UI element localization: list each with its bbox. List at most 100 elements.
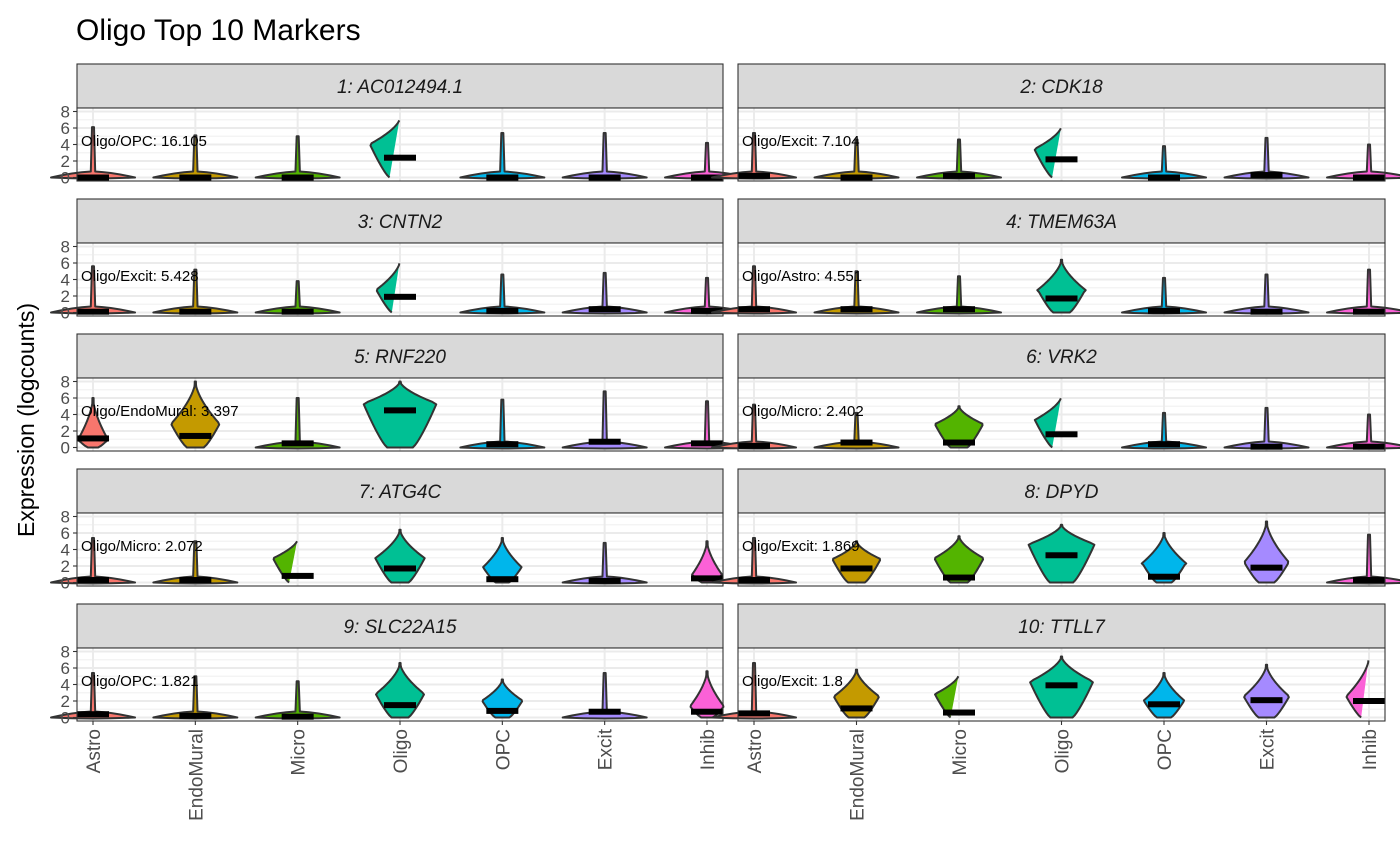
facet-strip xyxy=(737,603,1386,649)
median-marker xyxy=(77,435,109,442)
median-marker xyxy=(179,308,212,315)
median-marker xyxy=(281,572,314,579)
y-tick-label: 8 xyxy=(61,238,70,257)
median-marker xyxy=(179,577,212,584)
facet-strip-label: 9: SLC22A15 xyxy=(343,617,456,638)
chart-title: Oligo Top 10 Markers xyxy=(76,14,361,47)
median-marker xyxy=(738,442,770,449)
violin-oligo xyxy=(362,380,438,449)
y-tick-label: 6 xyxy=(61,524,70,543)
panel-border xyxy=(737,377,1386,452)
y-tick-label: 4 xyxy=(61,271,70,290)
median-marker xyxy=(588,577,621,584)
ratio-annotation: Oligo/OPC: 1.821 xyxy=(81,673,199,690)
median-marker xyxy=(384,154,416,161)
median-marker xyxy=(1353,698,1385,704)
median-marker xyxy=(1045,156,1078,163)
median-marker xyxy=(943,439,975,446)
median-marker xyxy=(1353,577,1385,584)
median-marker xyxy=(588,174,621,181)
median-marker xyxy=(943,306,975,313)
violin-excit xyxy=(1223,136,1310,180)
facet-strip-label: 3: CNTN2 xyxy=(358,212,443,233)
violin-micro xyxy=(254,397,341,450)
facet-strip xyxy=(737,198,1386,244)
ratio-annotation: Oligo/Micro: 2.402 xyxy=(742,403,864,420)
facet-strip-label: 2: CDK18 xyxy=(1019,77,1103,98)
facet-strip-label: 7: ATG4C xyxy=(359,482,442,503)
median-marker xyxy=(691,307,723,314)
median-marker xyxy=(1148,174,1180,181)
violin-endomural xyxy=(813,270,900,315)
median-marker xyxy=(77,174,109,181)
median-marker xyxy=(486,307,519,314)
facet-panel: 10: TTLL7 Oligo/Excit: 1.8 xyxy=(711,603,1386,722)
x-tick-label: Inhib xyxy=(1360,729,1381,770)
x-axes: Astro EndoMural Micro Oligo OPC Excit Inhib Ast… xyxy=(84,721,1381,821)
x-tick-label: OPC xyxy=(1155,729,1176,770)
y-axis-label: Expression (logcounts) xyxy=(13,303,39,537)
ratio-annotation: Oligo/Micro: 2.072 xyxy=(81,538,203,555)
median-marker xyxy=(738,306,770,313)
violin-inhib xyxy=(691,540,723,584)
median-marker xyxy=(1353,308,1385,315)
x-tick-label: Inhib xyxy=(698,729,719,770)
median-marker xyxy=(384,702,416,709)
violin-astro xyxy=(711,662,797,720)
violin-astro xyxy=(711,265,797,315)
x-tick-label: OPC xyxy=(493,729,514,770)
y-tick-label: 2 xyxy=(61,152,70,171)
violin-opc xyxy=(1140,532,1188,584)
violin-inhib xyxy=(689,670,725,719)
violin-micro xyxy=(934,405,984,449)
ratio-annotation: Oligo/Astro: 4.551 xyxy=(742,268,862,285)
violin-endomural xyxy=(170,380,221,449)
violin-excit xyxy=(561,390,648,450)
y-tick-label: 4 xyxy=(61,406,70,425)
violin-opc xyxy=(1121,411,1207,450)
y-tick-label: 2 xyxy=(61,692,70,711)
violin-micro xyxy=(933,535,985,584)
facet-panel: 2: CDK18 Oligo/Excit: 7.104 xyxy=(711,63,1400,182)
median-marker xyxy=(1148,307,1180,314)
violin-oligo xyxy=(369,119,401,179)
violin-oligo xyxy=(375,263,401,314)
violin-opc xyxy=(459,398,546,450)
violin-astro xyxy=(50,671,136,720)
median-marker xyxy=(840,565,873,572)
median-marker xyxy=(840,439,873,446)
violin-astro xyxy=(76,397,110,449)
median-marker xyxy=(384,407,416,414)
y-tick-label: 8 xyxy=(61,508,70,527)
y-tick-label: 6 xyxy=(61,119,70,138)
median-marker xyxy=(738,577,770,584)
median-marker xyxy=(691,575,723,582)
median-marker xyxy=(1148,441,1180,448)
median-marker xyxy=(691,440,723,447)
median-marker xyxy=(840,174,873,181)
median-marker xyxy=(486,576,519,583)
ratio-annotation: Oligo/Excit: 1.869 xyxy=(742,538,860,555)
x-tick-label: Micro xyxy=(289,729,310,775)
x-tick-label: EndoMural xyxy=(186,729,207,821)
ratio-annotation: Oligo/EndoMural: 3.397 xyxy=(81,403,239,420)
facet-strip xyxy=(76,198,724,244)
violin-endomural xyxy=(831,540,882,584)
median-marker xyxy=(486,707,519,714)
x-tick-label: EndoMural xyxy=(848,729,869,821)
violin-excit xyxy=(561,271,648,315)
violin-endomural xyxy=(813,411,900,450)
y-tick-label: 0 xyxy=(61,574,70,593)
median-marker xyxy=(77,577,109,584)
facet-strip-label: 6: VRK2 xyxy=(1026,347,1097,368)
violin-astro xyxy=(711,536,797,585)
facet-panel: 8: DPYD Oligo/Excit: 1.869 xyxy=(711,468,1400,587)
median-marker xyxy=(1045,295,1078,302)
median-marker xyxy=(588,438,621,445)
median-marker xyxy=(281,713,314,720)
median-marker xyxy=(1045,431,1078,438)
